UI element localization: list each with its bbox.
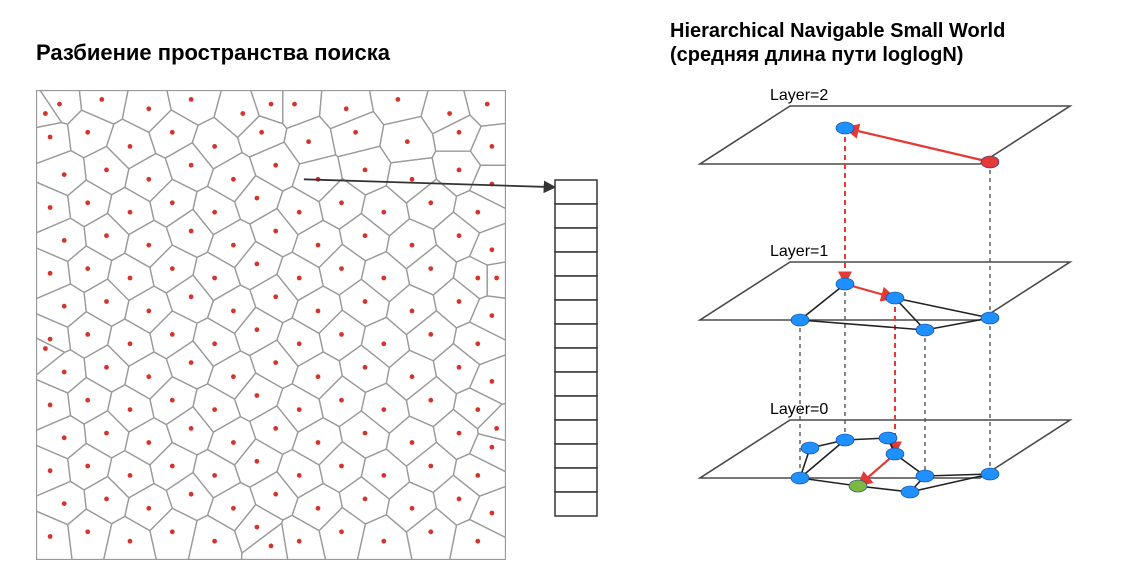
hnsw-node [901,486,919,498]
bucket-cell [555,468,597,492]
hnsw-node [801,442,819,454]
bucket-list [0,0,640,570]
hnsw-layer-label: Layer=2 [770,88,828,104]
bucket-cell [555,324,597,348]
bucket-cell [555,396,597,420]
hnsw-edge [800,320,925,330]
hnsw-layer-plane [700,420,1070,478]
diagram-canvas: { "left": { "title": "Разбиение простран… [0,0,1128,570]
hnsw-node [791,314,809,326]
hnsw-layer-plane [700,106,1070,164]
hnsw-node [886,448,904,460]
hnsw-node [836,122,854,134]
bucket-cell [555,372,597,396]
hnsw-diagram: Layer=2 Layer=1 Layer=0 [680,88,1110,558]
bucket-cell [555,276,597,300]
hnsw-node [981,312,999,324]
hnsw-layer-label: Layer=0 [770,401,828,418]
hnsw-node [849,480,867,492]
hnsw-layer-plane [700,262,1070,320]
hnsw-node [916,470,934,482]
hnsw-edge [800,284,845,320]
hnsw-node [836,434,854,446]
right-title-line1: Hierarchical Navigable Small World [670,20,1005,43]
bucket-cell [555,492,597,516]
right-title-line2: (средняя длина пути loglogN) [670,44,963,67]
hnsw-edge [895,298,990,318]
bucket-cell [555,444,597,468]
hnsw-node [916,324,934,336]
hnsw-node [879,432,897,444]
hnsw-node [886,292,904,304]
hnsw-node [791,472,809,484]
bucket-cell [555,180,597,204]
hnsw-node [836,278,854,290]
hnsw-edge [845,128,990,162]
bucket-cell [555,348,597,372]
hnsw-node [981,468,999,480]
hnsw-layer-label: Layer=1 [770,243,828,260]
bucket-cell [555,420,597,444]
bucket-cell [555,228,597,252]
bucket-cell [555,252,597,276]
hnsw-node [981,156,999,168]
cell-to-bucket-arrow [304,179,555,187]
bucket-cell [555,300,597,324]
bucket-cell [555,204,597,228]
